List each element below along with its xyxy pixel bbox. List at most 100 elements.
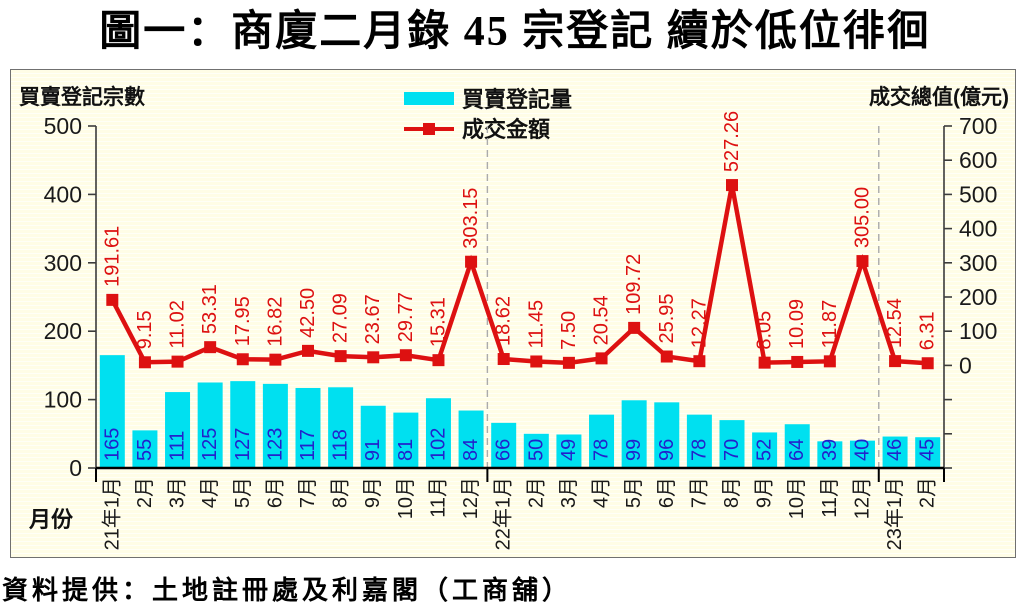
right-axis-title: 成交總值(億元) (869, 86, 1009, 109)
svg-text:700: 700 (959, 113, 997, 139)
svg-text:29.77: 29.77 (395, 292, 417, 342)
svg-text:40: 40 (851, 439, 873, 461)
svg-text:52: 52 (754, 439, 776, 461)
svg-text:127: 127 (232, 428, 254, 461)
svg-text:27.09: 27.09 (330, 293, 352, 343)
svg-text:12.54: 12.54 (884, 298, 906, 348)
svg-text:53.31: 53.31 (199, 284, 221, 334)
svg-text:55: 55 (134, 439, 156, 461)
svg-text:102: 102 (427, 428, 449, 461)
svg-text:17.95: 17.95 (232, 296, 254, 346)
legend-line-label: 成交金額 (462, 117, 551, 142)
svg-text:191.61: 191.61 (101, 226, 123, 287)
svg-text:9.15: 9.15 (134, 310, 156, 349)
svg-text:600: 600 (959, 147, 997, 173)
svg-text:12月: 12月 (460, 477, 482, 519)
svg-text:7月: 7月 (688, 477, 710, 508)
legend: 買賣登記量 成交金額 (404, 83, 572, 143)
svg-text:100: 100 (959, 318, 997, 344)
svg-text:84: 84 (460, 439, 482, 461)
svg-text:125: 125 (199, 428, 221, 461)
svg-text:7月: 7月 (297, 477, 319, 508)
svg-text:300: 300 (959, 250, 997, 276)
svg-text:10月: 10月 (395, 477, 417, 519)
svg-text:16.82: 16.82 (264, 297, 286, 347)
svg-text:400: 400 (44, 181, 82, 207)
svg-text:78: 78 (688, 439, 710, 461)
svg-text:10月: 10月 (786, 477, 808, 519)
svg-text:4月: 4月 (591, 477, 613, 508)
svg-text:8月: 8月 (330, 477, 352, 508)
svg-text:200: 200 (44, 318, 82, 344)
svg-text:81: 81 (395, 439, 417, 461)
svg-text:22年1月: 22年1月 (492, 477, 515, 550)
svg-text:6.31: 6.31 (917, 311, 939, 350)
x-axis-title: 月份 (29, 507, 74, 532)
svg-text:118: 118 (330, 429, 352, 461)
svg-text:50: 50 (525, 439, 547, 461)
legend-entry-bar: 買賣登記量 (404, 83, 572, 113)
svg-text:6月: 6月 (656, 477, 678, 508)
svg-text:46: 46 (884, 439, 906, 461)
svg-text:9月: 9月 (754, 477, 776, 508)
svg-text:9月: 9月 (362, 477, 384, 508)
bar-series-swatch-icon (404, 91, 454, 105)
svg-text:5月: 5月 (623, 477, 645, 508)
svg-text:111: 111 (167, 431, 189, 461)
svg-text:8月: 8月 (721, 477, 743, 508)
svg-text:45: 45 (917, 439, 939, 461)
svg-text:400: 400 (959, 216, 997, 242)
svg-text:4月: 4月 (199, 477, 221, 508)
svg-text:2月: 2月 (525, 477, 547, 508)
svg-text:109.72: 109.72 (623, 254, 645, 315)
svg-text:96: 96 (656, 439, 678, 461)
svg-text:12.27: 12.27 (688, 298, 710, 348)
svg-text:303.15: 303.15 (460, 188, 482, 249)
svg-text:3月: 3月 (167, 477, 189, 508)
svg-text:0: 0 (69, 455, 82, 481)
chart-canvas: 165 55 111 125 127 123 117 118 91 81 102 84 66 50 49 78… (44, 111, 998, 550)
svg-text:66: 66 (493, 439, 515, 461)
svg-text:18.62: 18.62 (493, 296, 515, 346)
svg-text:165: 165 (101, 428, 123, 461)
svg-text:527.26: 527.26 (721, 111, 743, 172)
svg-text:12月: 12月 (851, 477, 873, 519)
svg-text:25.95: 25.95 (656, 293, 678, 343)
svg-text:117: 117 (297, 429, 319, 461)
svg-text:39: 39 (819, 439, 841, 461)
svg-text:11月: 11月 (427, 477, 449, 518)
svg-text:3月: 3月 (558, 477, 580, 508)
svg-text:11.87: 11.87 (819, 300, 841, 349)
chart-title: 圖一：商廈二月錄 45 宗登記 續於低位徘徊 (99, 9, 931, 55)
svg-text:10.09: 10.09 (786, 299, 808, 349)
svg-text:11.45: 11.45 (525, 300, 547, 349)
chart-panel: 買賣登記宗數 成交總值(億元) 月份 買賣登記量 成交金額 165 55 111 12… (10, 69, 1016, 558)
left-axis-title: 買賣登記宗數 (19, 86, 145, 109)
svg-text:91: 91 (362, 439, 384, 461)
svg-text:6月: 6月 (264, 477, 286, 508)
line-swatch-square (423, 122, 435, 135)
svg-text:23年1月: 23年1月 (883, 477, 906, 550)
svg-text:99: 99 (623, 439, 645, 461)
svg-text:200: 200 (959, 284, 997, 310)
svg-text:15.31: 15.31 (427, 297, 449, 347)
svg-text:23.67: 23.67 (362, 294, 384, 344)
line-series-marker-icon (404, 122, 454, 135)
svg-text:0: 0 (959, 352, 972, 378)
legend-entry-line: 成交金額 (404, 113, 572, 143)
svg-text:300: 300 (44, 250, 82, 276)
svg-text:11月: 11月 (819, 477, 841, 518)
svg-text:64: 64 (786, 439, 808, 461)
legend-bar-label: 買賣登記量 (462, 87, 573, 112)
svg-text:21年1月: 21年1月 (100, 477, 123, 550)
source-note: 資料提供：土地註冊處及利嘉閣（工商舖） (2, 576, 573, 605)
svg-text:500: 500 (959, 181, 997, 207)
svg-text:42.50: 42.50 (297, 288, 319, 338)
svg-text:2月: 2月 (134, 477, 156, 508)
svg-text:2月: 2月 (917, 477, 939, 508)
svg-text:7.50: 7.50 (558, 311, 580, 350)
svg-text:70: 70 (721, 439, 743, 461)
svg-text:123: 123 (264, 428, 286, 461)
svg-text:5月: 5月 (232, 477, 254, 508)
